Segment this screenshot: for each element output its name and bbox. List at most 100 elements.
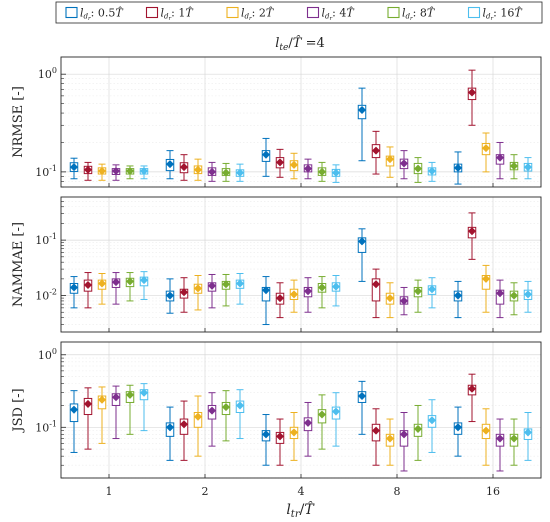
median-marker	[83, 165, 93, 174]
legend-swatch	[387, 6, 400, 19]
median-marker	[357, 237, 367, 246]
median-marker	[509, 161, 519, 170]
median-marker	[111, 167, 121, 176]
median-marker	[97, 167, 107, 176]
legend-swatch	[226, 6, 239, 19]
y-tick-label: 10-1	[35, 164, 57, 179]
median-marker	[97, 395, 107, 404]
box-6-4	[331, 164, 341, 183]
box-4-1	[111, 164, 121, 181]
median-marker	[427, 416, 437, 425]
box-1-1	[69, 157, 79, 180]
box-1-1	[69, 390, 79, 453]
box-3-16	[481, 408, 491, 466]
box-1-8	[357, 228, 367, 282]
box-1-2	[165, 406, 175, 461]
box-4-2	[207, 161, 217, 182]
median-marker	[69, 405, 79, 414]
median-marker	[317, 410, 327, 419]
median-marker	[221, 168, 231, 177]
box-5-16	[509, 282, 519, 316]
median-marker	[179, 163, 189, 172]
median-marker	[83, 399, 93, 408]
box-3-4	[289, 411, 299, 461]
box-5-2	[221, 162, 231, 182]
median-marker	[275, 158, 285, 167]
box-2-16	[467, 212, 477, 260]
median-marker	[261, 150, 271, 159]
median-marker	[303, 418, 313, 427]
box-1-2	[165, 150, 175, 180]
box-2-4	[275, 148, 285, 178]
median-marker	[207, 406, 217, 415]
median-marker	[413, 287, 423, 296]
median-marker	[495, 289, 505, 298]
median-marker	[523, 163, 533, 172]
median-marker	[399, 430, 409, 439]
median-marker	[523, 290, 533, 299]
panel-2: 10-1 10-2 NAMMAE [-]	[11, 196, 542, 333]
panel-1: 100 10-1 NRMSE [-]	[11, 56, 542, 188]
box-6-8	[427, 277, 437, 309]
box-4-8	[399, 286, 409, 316]
legend-item: ldr: 16T̂	[467, 6, 523, 22]
median-marker	[221, 403, 231, 412]
box-6-16	[523, 411, 533, 461]
median-marker	[467, 384, 477, 393]
box-1-16	[453, 280, 463, 319]
y-axis-label: NAMMAE [-]	[11, 222, 26, 307]
median-marker	[221, 280, 231, 289]
median-marker	[139, 276, 149, 285]
median-marker	[193, 165, 203, 174]
median-marker	[289, 290, 299, 299]
median-marker	[357, 105, 367, 115]
x-axis-label: ltr/T̂	[286, 500, 315, 520]
box-2-2	[179, 400, 189, 461]
box-3-2	[193, 158, 203, 181]
box-5-8	[413, 279, 423, 313]
box-5-8	[413, 404, 423, 461]
legend-label: ldr: 1T̂	[161, 6, 195, 22]
y-tick-label: 10-2	[35, 288, 57, 303]
box-1-8	[357, 380, 367, 435]
box-2-1	[83, 387, 93, 450]
box-iqr	[371, 278, 381, 302]
box-5-2	[221, 273, 231, 307]
box-6-2	[235, 389, 245, 440]
box-4-1	[111, 385, 121, 440]
median-marker	[125, 277, 135, 286]
box-4-4	[303, 277, 313, 313]
median-marker	[125, 390, 135, 399]
median-marker	[371, 426, 381, 435]
box-6-16	[523, 280, 533, 313]
box-4-2	[207, 392, 217, 447]
box-3-8	[385, 146, 395, 178]
box-3-1	[97, 163, 107, 181]
median-marker	[235, 168, 245, 177]
median-marker	[385, 434, 395, 443]
median-marker	[413, 164, 423, 173]
box-2-2	[179, 277, 189, 313]
box-4-16	[495, 279, 505, 319]
median-marker	[179, 288, 189, 297]
box-6-1	[139, 271, 149, 300]
median-marker	[467, 227, 477, 236]
y-tick-label: 10-1	[35, 419, 57, 434]
box-2-1	[83, 161, 93, 181]
y-tick-label: 100	[38, 66, 57, 81]
box-2-8	[371, 130, 381, 175]
box-2-4	[275, 282, 285, 319]
median-marker	[303, 164, 313, 173]
y-tick-label: 100	[38, 347, 57, 362]
box-1-8	[357, 87, 367, 162]
median-marker	[275, 294, 285, 303]
box-5-8	[413, 157, 423, 183]
box-2-8	[371, 268, 381, 319]
legend-label: ldr: 4T̂	[322, 6, 356, 22]
median-marker	[467, 88, 477, 97]
box-2-8	[371, 408, 381, 466]
x-tick-label: 8	[394, 485, 401, 498]
median-marker	[111, 278, 121, 287]
box-3-8	[385, 418, 395, 466]
